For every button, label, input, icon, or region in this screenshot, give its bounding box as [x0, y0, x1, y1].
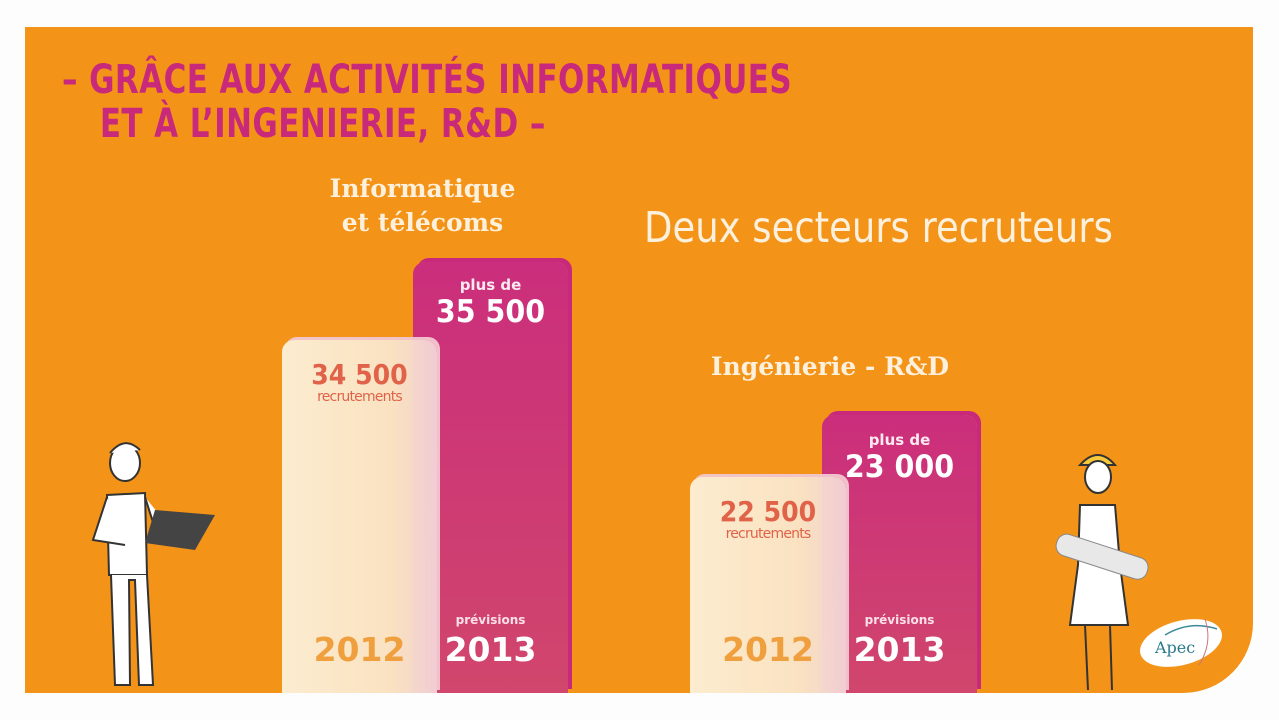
title-line-2: ET À L’INGENIERIE, R&D – — [99, 101, 546, 147]
bar-caption: recrutements — [317, 389, 403, 405]
bar-year-label: 2012 — [722, 630, 814, 669]
sector-label-it: Informatique et télécoms — [300, 172, 545, 240]
bar-it-2013: plus de 35 500 prévisions 2013 — [413, 262, 568, 693]
page-title: – GRÂCE AUX ACTIVITÉS INFORMATIQUES ET À… — [62, 58, 792, 146]
bar-it-2012: 34 500 recrutements 2012 — [282, 340, 437, 693]
orange-panel — [25, 27, 1253, 693]
man-with-laptop-illustration — [91, 442, 215, 686]
bar-prefix: plus de — [868, 431, 931, 449]
bar-caption: recrutements — [725, 526, 812, 542]
woman-with-plans-illustration — [1055, 454, 1149, 691]
rolled-plans-icon — [1055, 533, 1149, 580]
bar-value-label: 22 500 — [719, 495, 817, 528]
bar-caption: prévisions — [455, 613, 526, 627]
bar-caption: prévisions — [864, 613, 935, 627]
bar-value-label: 34 500 — [311, 358, 408, 391]
subtitle: Deux secteurs recruteurs — [644, 203, 1113, 253]
apec-logo: Apec — [1135, 615, 1227, 671]
bar-year-label: 2013 — [444, 630, 537, 669]
bar-year-label: 2012 — [313, 630, 406, 669]
bar-rd-2013: plus de 23 000 prévisions 2013 — [822, 415, 977, 693]
sector-label-line: Ingénierie - R&D — [710, 352, 950, 381]
bar-year-label: 2013 — [853, 630, 946, 669]
bar-rd-2012: 22 500 recrutements 2012 — [690, 477, 846, 693]
sector-label-line: Informatique — [329, 174, 516, 203]
bar-prefix: plus de — [459, 276, 522, 294]
sector-label-rd: Ingénierie - R&D — [690, 350, 970, 384]
title-line-1: – GRÂCE AUX ACTIVITÉS INFORMATIQUES — [62, 57, 793, 103]
bar-value-label: 23 000 — [844, 449, 955, 485]
bar-value-label: 35 500 — [435, 294, 546, 330]
sector-label-line: et télécoms — [341, 207, 504, 237]
logo-text: Apec — [1154, 638, 1195, 657]
